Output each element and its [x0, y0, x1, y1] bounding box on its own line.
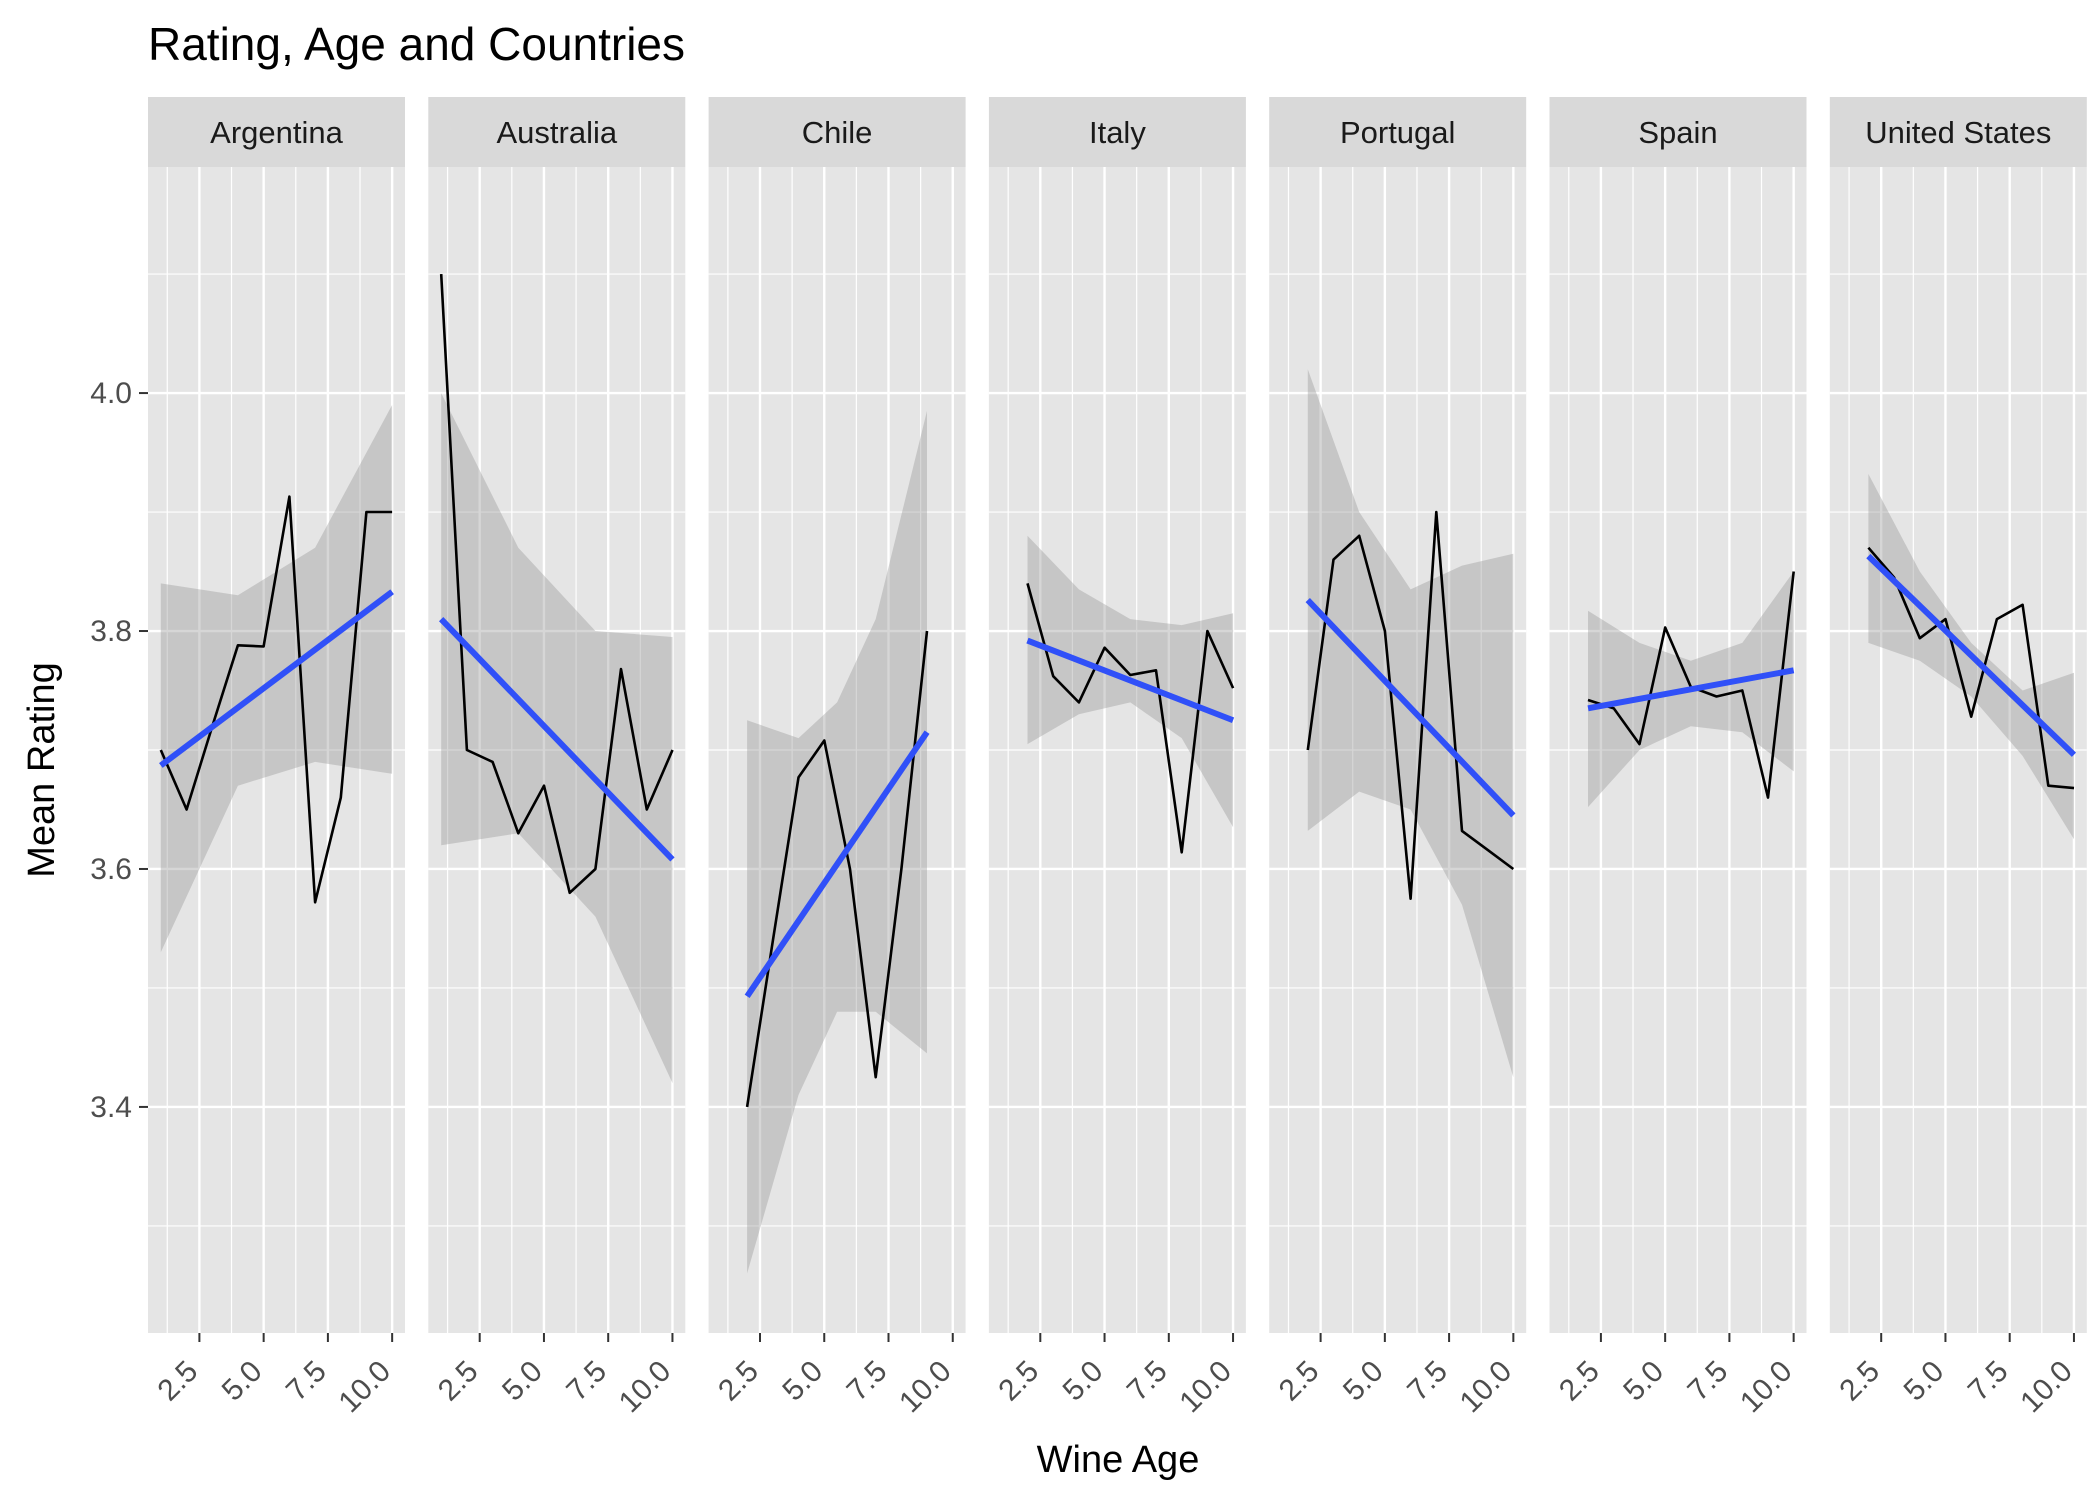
trend-line — [159, 589, 394, 768]
facet-strip — [1269, 97, 1527, 167]
x-tick-label: 7.5 — [560, 1355, 613, 1408]
x-tick-label: 7.5 — [1682, 1355, 1735, 1408]
x-tick-label: 5.0 — [776, 1355, 829, 1408]
facet-strip — [708, 97, 966, 167]
facet-strip-label: United States — [1865, 115, 2051, 150]
x-tick-label: 2.5 — [432, 1355, 485, 1408]
facet-strip-label: Argentina — [210, 115, 343, 150]
x-tick-label: 5.0 — [1057, 1355, 1110, 1408]
x-tick-label: 2.5 — [1833, 1355, 1886, 1408]
x-tick-label: 10.0 — [2014, 1355, 2079, 1420]
x-tick-label: 7.5 — [1962, 1355, 2015, 1408]
facet-strip — [1549, 97, 1807, 167]
x-tick-label: 7.5 — [1121, 1355, 1174, 1408]
x-tick-label: 5.0 — [1617, 1355, 1670, 1408]
x-tick-label: 10.0 — [893, 1355, 958, 1420]
trend-line — [438, 617, 675, 862]
facet-united-states: United States 2.5 5.0 7.5 10.0 — [1829, 97, 2087, 1420]
x-tick-label: 5.0 — [216, 1355, 269, 1408]
y-tick-label: 3.8 — [90, 615, 132, 648]
x-tick-label: 7.5 — [280, 1355, 333, 1408]
trend-line — [1866, 553, 2077, 757]
y-axis-title: Mean Rating — [21, 662, 63, 877]
y-tick-label: 3.4 — [90, 1091, 132, 1124]
facet-strip — [428, 97, 686, 167]
x-axis-title: Wine Age — [1037, 1439, 1200, 1481]
series-line — [745, 630, 929, 1108]
facet-strip — [1829, 97, 2087, 167]
facet-strip-label: Chile — [802, 115, 873, 150]
x-tick-label: 10.0 — [613, 1355, 678, 1420]
y-tick-label: 3.6 — [90, 853, 132, 886]
trend-line — [1587, 667, 1795, 712]
x-tick-label: 2.5 — [712, 1355, 765, 1408]
facet-strip-label: Italy — [1089, 115, 1146, 150]
chart-title: Rating, Age and Countries — [148, 18, 685, 70]
x-tick-label: 10.0 — [1454, 1355, 1519, 1420]
facet-chile: Chile 2.5 5.0 7.5 10.0 — [708, 97, 966, 1420]
facet-spain: Spain 2.5 5.0 7.5 10.0 — [1549, 97, 1807, 1420]
trend-line — [1026, 637, 1235, 724]
facet-portugal: Portugal 2.5 5.0 7.5 10.0 — [1269, 97, 1527, 1420]
x-tick-label: 7.5 — [841, 1355, 894, 1408]
x-tick-label: 5.0 — [1337, 1355, 1390, 1408]
x-tick-label: 10.0 — [1173, 1355, 1238, 1420]
x-tick-label: 2.5 — [1273, 1355, 1326, 1408]
facet-strip-label: Portugal — [1340, 115, 1455, 150]
x-tick-label: 2.5 — [152, 1355, 205, 1408]
x-tick-label: 2.5 — [992, 1355, 1045, 1408]
y-tick-label: 4.0 — [90, 377, 132, 410]
confidence-ribbon — [1307, 369, 1514, 1078]
trend-line — [744, 730, 930, 998]
facet-argentina: Argentina 2.5 5.0 7.5 10.0 — [148, 97, 405, 1419]
facet-strip — [988, 97, 1246, 167]
x-tick-label: 7.5 — [1401, 1355, 1454, 1408]
facet-strip-label: Australia — [496, 115, 617, 150]
x-tick-label: 10.0 — [1734, 1355, 1799, 1420]
series-line — [159, 495, 393, 904]
x-tick-label: 10.0 — [332, 1355, 397, 1420]
facet-strip-label: Spain — [1638, 115, 1717, 150]
x-tick-label: 2.5 — [1553, 1355, 1606, 1408]
series-line — [1306, 510, 1515, 901]
trend-line — [1305, 598, 1516, 818]
x-tick-label: 5.0 — [1898, 1355, 1951, 1408]
facet-italy: Italy 2.5 5.0 7.5 10.0 — [988, 97, 1246, 1420]
x-tick-label: 5.0 — [496, 1355, 549, 1408]
confidence-ribbon — [747, 410, 927, 1274]
facet-strip — [148, 97, 405, 167]
series-line — [439, 274, 674, 895]
facet-australia: Australia 2.5 5.0 7.5 10.0 — [428, 97, 686, 1420]
